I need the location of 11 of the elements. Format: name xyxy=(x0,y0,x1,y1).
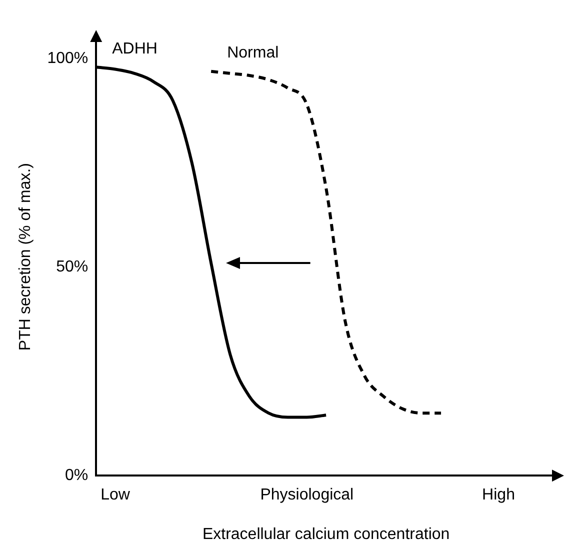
series-label: Normal xyxy=(227,44,279,62)
x-tick-label: Physiological xyxy=(260,486,354,504)
legend-label: ADHH xyxy=(112,40,158,58)
x-tick-label: Low xyxy=(100,486,130,504)
x-tick-label: High xyxy=(482,486,515,504)
y-tick-label: 100% xyxy=(47,50,88,68)
x-axis-title: Extracellular calcium concentration xyxy=(202,526,450,543)
y-tick-label: 0% xyxy=(64,467,88,484)
y-axis-title: PTH secretion (% of max.) xyxy=(17,162,34,351)
line-series xyxy=(210,70,443,415)
y-tick-label: 50% xyxy=(56,258,88,276)
